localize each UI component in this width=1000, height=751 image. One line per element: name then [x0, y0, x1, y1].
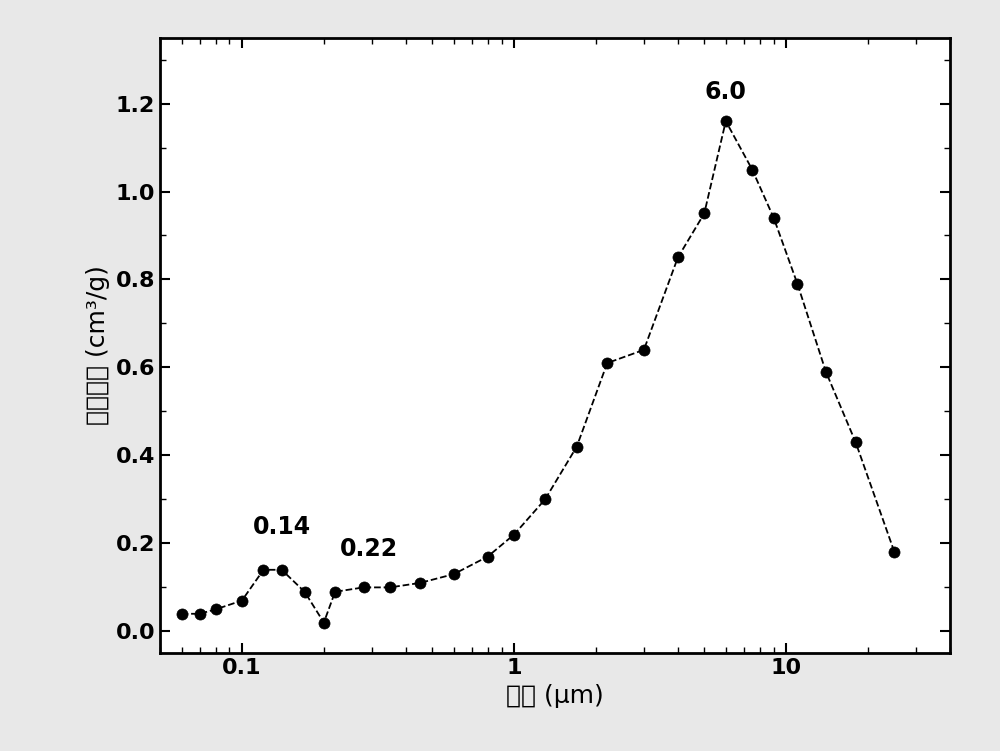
Text: 6.0: 6.0 — [705, 80, 747, 104]
Text: 0.22: 0.22 — [340, 537, 398, 561]
Text: 0.14: 0.14 — [253, 515, 311, 539]
X-axis label: 孔径 (μm): 孔径 (μm) — [506, 684, 604, 707]
Y-axis label: 孔容微分 (cm³/g): 孔容微分 (cm³/g) — [86, 266, 110, 425]
